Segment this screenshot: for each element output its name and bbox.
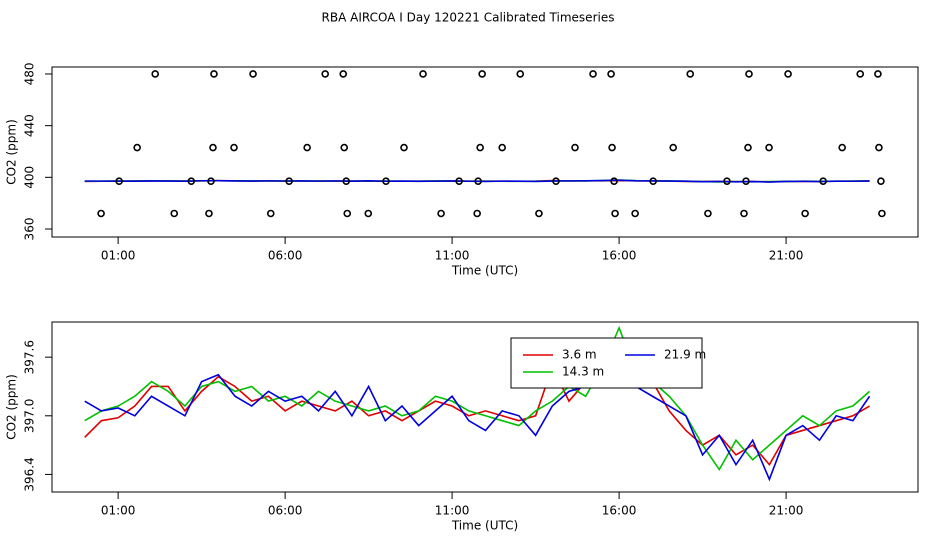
scatter-point <box>170 209 179 218</box>
scatter-point <box>723 177 731 185</box>
scatter-point <box>382 177 390 185</box>
legend-label: 21.9 m <box>664 348 706 362</box>
scatter-point <box>340 143 349 152</box>
scatter-point <box>669 143 677 152</box>
y-tick-label: 440 <box>23 114 37 137</box>
x-tick-label: 11:00 <box>435 504 470 518</box>
legend-label: 14.3 m <box>562 365 604 379</box>
scatter-point <box>686 70 695 78</box>
scatter-point <box>874 70 882 78</box>
scatter-point <box>321 70 329 78</box>
scatter-point <box>455 177 463 185</box>
scatter-point <box>476 143 484 152</box>
scatter-point <box>838 143 846 152</box>
x-tick-label: 06:00 <box>268 504 303 518</box>
scatter-point <box>589 70 597 78</box>
scatter-point <box>744 143 752 152</box>
scatter-point <box>742 177 750 185</box>
scatter-point <box>819 177 827 185</box>
legend-box <box>510 337 703 389</box>
y-tick-label: 480 <box>23 63 37 86</box>
plot-frame <box>51 66 919 238</box>
scatter-point <box>285 177 293 185</box>
scatter-point <box>610 177 618 185</box>
scatter-point <box>856 70 865 78</box>
scatter-point <box>210 70 218 78</box>
scatter-point <box>249 70 257 78</box>
scatter-point <box>552 177 560 185</box>
scatter-point <box>516 70 525 78</box>
x-tick-label: 01:00 <box>101 249 136 263</box>
y-tick-label: 396.4 <box>23 457 37 491</box>
scatter-point <box>608 143 616 152</box>
scatter-point <box>607 70 615 78</box>
scatter-point <box>875 143 883 152</box>
y-tick-label: 397.6 <box>23 340 37 374</box>
y-axis-label: CO2 (ppm) <box>5 374 19 440</box>
plot-frame <box>51 321 919 493</box>
scatter-point <box>205 209 213 218</box>
scatter-point <box>230 143 238 152</box>
legend-label: 3.6 m <box>562 348 597 362</box>
scatter-point <box>765 143 773 152</box>
scatter-point <box>611 209 619 218</box>
y-tick-label: 360 <box>23 218 37 241</box>
scatter-point <box>342 177 351 185</box>
scatter-point <box>473 209 481 218</box>
x-axis-label: Time (UTC) <box>451 519 518 533</box>
scatter-point <box>419 70 427 78</box>
scatter-point <box>187 177 196 185</box>
y-tick-label: 400 <box>23 166 37 189</box>
scatter-point <box>877 177 885 185</box>
scatter-point <box>209 143 217 152</box>
scatter-point <box>704 209 712 218</box>
scatter-point <box>474 177 482 185</box>
x-tick-label: 01:00 <box>101 504 136 518</box>
scatter-point <box>784 70 792 78</box>
scatter-point <box>343 209 352 218</box>
x-tick-label: 21:00 <box>769 504 804 518</box>
scatter-point <box>303 143 311 152</box>
scatter-point <box>97 209 105 218</box>
scatter-point <box>266 209 275 218</box>
chart-title: RBA AIRCOA I Day 120221 Calibrated Times… <box>322 11 615 25</box>
scatter-point <box>339 70 348 78</box>
scatter-point <box>478 70 486 78</box>
scatter-point <box>207 177 215 185</box>
scatter-point <box>364 209 373 218</box>
x-tick-label: 21:00 <box>769 249 804 263</box>
scatter-point <box>115 177 123 185</box>
scatter-point <box>437 209 445 218</box>
x-axis-label: Time (UTC) <box>451 264 518 278</box>
scatter-point <box>133 143 141 152</box>
scatter-point <box>801 209 809 218</box>
scatter-point <box>649 177 657 185</box>
scatter-point <box>151 70 159 78</box>
x-tick-label: 11:00 <box>435 249 470 263</box>
y-tick-label: 397.0 <box>23 399 37 433</box>
scatter-point <box>878 209 886 218</box>
scatter-point <box>498 143 506 152</box>
scatter-point <box>740 209 748 218</box>
scatter-point <box>631 209 639 218</box>
scatter-point <box>571 143 579 152</box>
x-tick-label: 16:00 <box>602 504 637 518</box>
scatter-point <box>535 209 543 218</box>
scatter-point <box>745 70 753 78</box>
series-line <box>84 325 871 472</box>
scatter-point <box>400 143 408 152</box>
x-tick-label: 06:00 <box>268 249 303 263</box>
series-line <box>84 340 871 482</box>
y-axis-label: CO2 (ppm) <box>5 119 19 185</box>
series-line <box>84 179 870 183</box>
x-tick-label: 16:00 <box>602 249 637 263</box>
